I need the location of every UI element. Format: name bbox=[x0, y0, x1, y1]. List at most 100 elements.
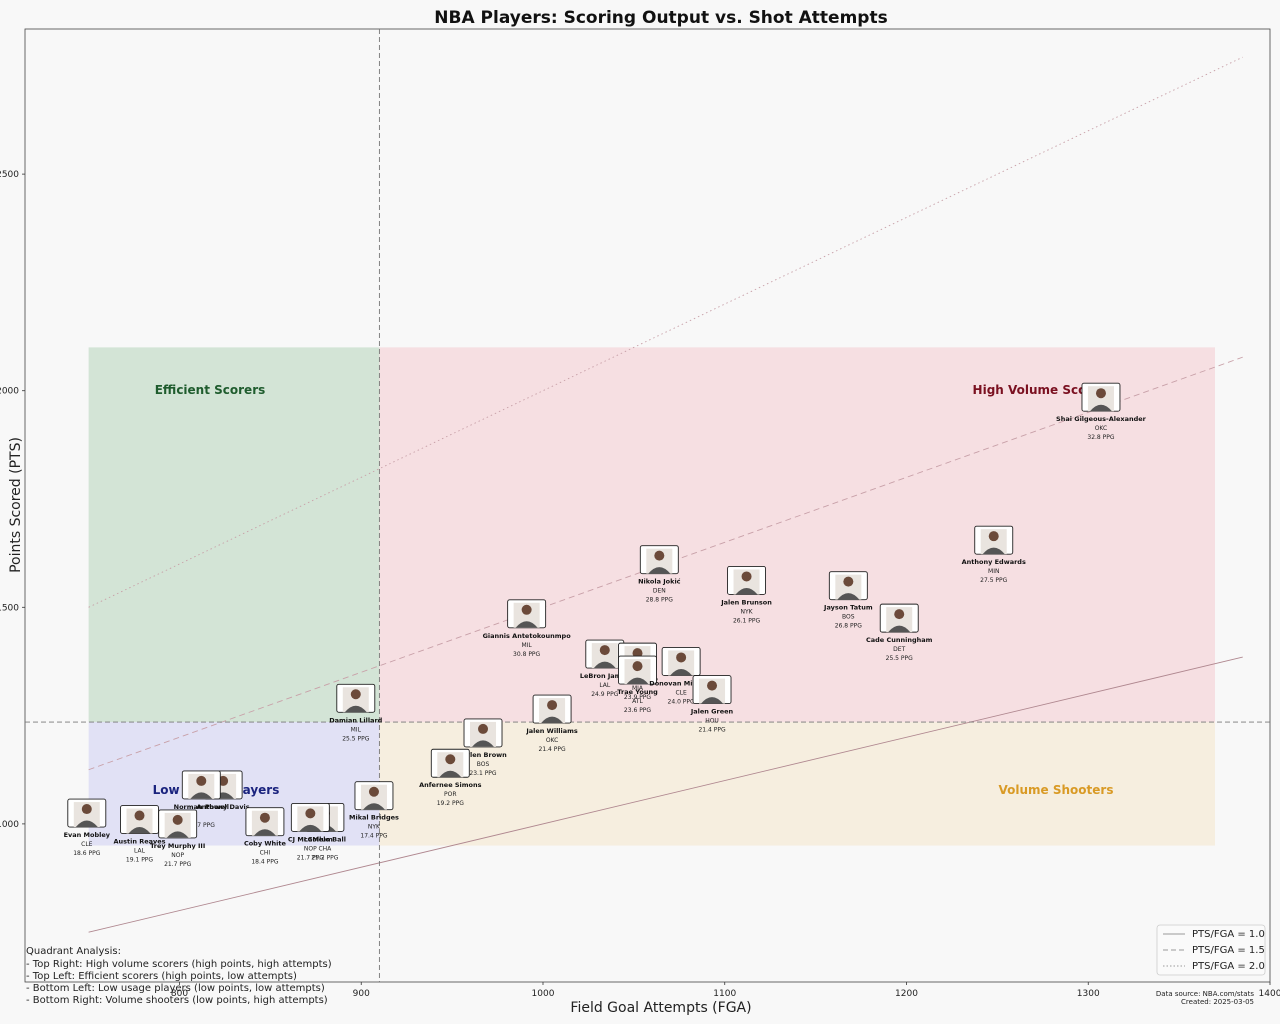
legend-entry: PTS/FGA = 1.5 bbox=[1192, 945, 1265, 956]
player-team: CLE bbox=[81, 841, 93, 848]
player-team: DEN bbox=[653, 588, 666, 595]
y-tick-label: 2500 bbox=[0, 170, 19, 180]
chart-title: NBA Players: Scoring Output vs. Shot Att… bbox=[434, 8, 887, 28]
player-ppg: 21.7 PPG bbox=[164, 861, 192, 868]
player-body-icon bbox=[670, 668, 693, 676]
player-team: MIN bbox=[988, 568, 999, 575]
data-source-note: Data source: NBA.com/stats bbox=[1156, 990, 1254, 998]
player-head-icon bbox=[547, 700, 558, 711]
player-body-icon bbox=[362, 803, 385, 810]
player-ppg: 19.1 PPG bbox=[126, 857, 154, 864]
note-line: - Top Right: High volume scorers (high p… bbox=[26, 959, 332, 970]
player-name: Trae Young bbox=[617, 688, 658, 696]
player-name: Mikal Bridges bbox=[349, 814, 399, 822]
player-head-icon bbox=[632, 661, 643, 672]
player-body-icon bbox=[515, 621, 538, 628]
player-body-icon bbox=[648, 567, 671, 574]
player-body-icon bbox=[128, 827, 151, 834]
player-team: OKC bbox=[546, 737, 559, 744]
player-ppg: 21.4 PPG bbox=[539, 746, 567, 753]
player-marker: Damian Lillard MIL 25.5 PPG bbox=[329, 683, 383, 742]
player-ppg: 32.8 PPG bbox=[1087, 434, 1115, 441]
player-team: MIA bbox=[632, 685, 644, 692]
player-name: Coby White bbox=[244, 840, 287, 848]
player-head-icon bbox=[676, 652, 687, 663]
player-team: ATL bbox=[632, 698, 643, 705]
player-marker: Shai Gilgeous-Alexander OKC 32.8 PPG bbox=[1056, 382, 1147, 441]
player-team: CHI bbox=[260, 850, 271, 857]
player-body-icon bbox=[299, 824, 322, 832]
player-ppg: 25.2 PPG bbox=[311, 854, 339, 861]
quadrant-high-volume-bg bbox=[379, 347, 1216, 723]
player-body-icon bbox=[344, 705, 367, 713]
legend-entry: PTS/FGA = 2.0 bbox=[1192, 961, 1265, 972]
player-ppg: 27.5 PPG bbox=[980, 577, 1008, 584]
player-head-icon bbox=[478, 723, 489, 734]
player-team: NOP bbox=[304, 845, 317, 852]
quadrant-volume-shooters-bg bbox=[379, 722, 1216, 846]
player-head-icon bbox=[445, 754, 456, 765]
player-name: Nikola Jokić bbox=[638, 578, 681, 586]
player-head-icon bbox=[599, 645, 610, 656]
player-team: NYK bbox=[368, 824, 381, 831]
y-tick-label: 1000 bbox=[0, 820, 19, 830]
x-axis-label: Field Goal Attempts (FGA) bbox=[570, 1000, 751, 1016]
player-marker: Austin Reaves LAL 19.1 PPG bbox=[113, 805, 166, 864]
player-name: Damian Lillard bbox=[329, 716, 382, 724]
quadrant-label-efficient: Efficient Scorers bbox=[155, 383, 266, 397]
player-head-icon bbox=[259, 812, 270, 823]
player-head-icon bbox=[988, 531, 999, 542]
player-name: Evan Mobley bbox=[64, 831, 111, 839]
player-ppg: 24.9 PPG bbox=[591, 691, 619, 698]
player-body-icon bbox=[253, 829, 276, 836]
player-team: NYK bbox=[741, 608, 754, 615]
player-body-icon bbox=[541, 716, 564, 724]
player-head-icon bbox=[305, 808, 316, 819]
player-body-icon bbox=[1089, 404, 1112, 412]
player-marker: Mikal Bridges NYK 17.4 PPG bbox=[349, 781, 399, 840]
player-name: Jalen Williams bbox=[525, 727, 578, 735]
x-tick-label: 1300 bbox=[1077, 989, 1100, 999]
player-name: Jayson Tatum bbox=[823, 604, 873, 612]
player-marker: Anfernee Simons POR 19.2 PPG bbox=[419, 748, 482, 807]
player-body-icon bbox=[166, 831, 189, 838]
player-name: CJ McCollum bbox=[288, 835, 333, 843]
player-head-icon bbox=[632, 648, 643, 659]
player-ppg: 25.5 PPG bbox=[342, 735, 370, 742]
player-team: CLE bbox=[675, 689, 687, 696]
x-tick-label: 1100 bbox=[713, 989, 736, 999]
player-head-icon bbox=[81, 804, 92, 815]
player-name: Norman Powell bbox=[174, 803, 229, 811]
player-ppg: 21.7 PPG bbox=[297, 854, 325, 861]
player-ppg: 25.5 PPG bbox=[886, 655, 914, 662]
player-team: OKC bbox=[1095, 425, 1108, 432]
player-ppg: 19.2 PPG bbox=[437, 800, 465, 807]
player-body-icon bbox=[75, 820, 98, 828]
player-marker: CJ McCollum NOP 21.7 PPG bbox=[288, 802, 333, 861]
player-ppg: 21.4 PPG bbox=[698, 727, 726, 734]
player-body-icon bbox=[593, 661, 616, 669]
quadrant-label-volume-shooters: Volume Shooters bbox=[999, 783, 1114, 797]
player-head-icon bbox=[368, 786, 379, 797]
player-ppg: 24.0 PPG bbox=[668, 698, 696, 705]
player-head-icon bbox=[134, 810, 145, 821]
x-tick-label: 900 bbox=[353, 989, 370, 999]
player-ppg: 23.6 PPG bbox=[624, 707, 652, 714]
player-ppg: 18.6 PPG bbox=[73, 850, 101, 857]
player-team: DET bbox=[893, 646, 905, 653]
player-head-icon bbox=[172, 814, 183, 825]
player-marker: Donovan Mitchell CLE 24.0 PPG bbox=[649, 646, 713, 705]
player-name: Anfernee Simons bbox=[419, 781, 482, 789]
legend: PTS/FGA = 1.0 PTS/FGA = 1.5 PTS/FGA = 2.… bbox=[1156, 924, 1266, 976]
player-marker: LeBron James LAL 24.9 PPG bbox=[580, 639, 630, 698]
player-marker: Norman Powell 25.7 PPG bbox=[174, 770, 229, 829]
reference-line bbox=[88, 656, 1243, 933]
player-ppg: 25.7 PPG bbox=[188, 822, 216, 829]
player-ppg: 23.9 PPG bbox=[624, 694, 652, 701]
player-body-icon bbox=[735, 587, 758, 595]
player-body-icon bbox=[982, 547, 1005, 555]
player-marker: Anthony Edwards MIN 27.5 PPG bbox=[962, 525, 1026, 584]
player-body-icon bbox=[472, 740, 495, 747]
player-team: BOS bbox=[842, 614, 855, 621]
